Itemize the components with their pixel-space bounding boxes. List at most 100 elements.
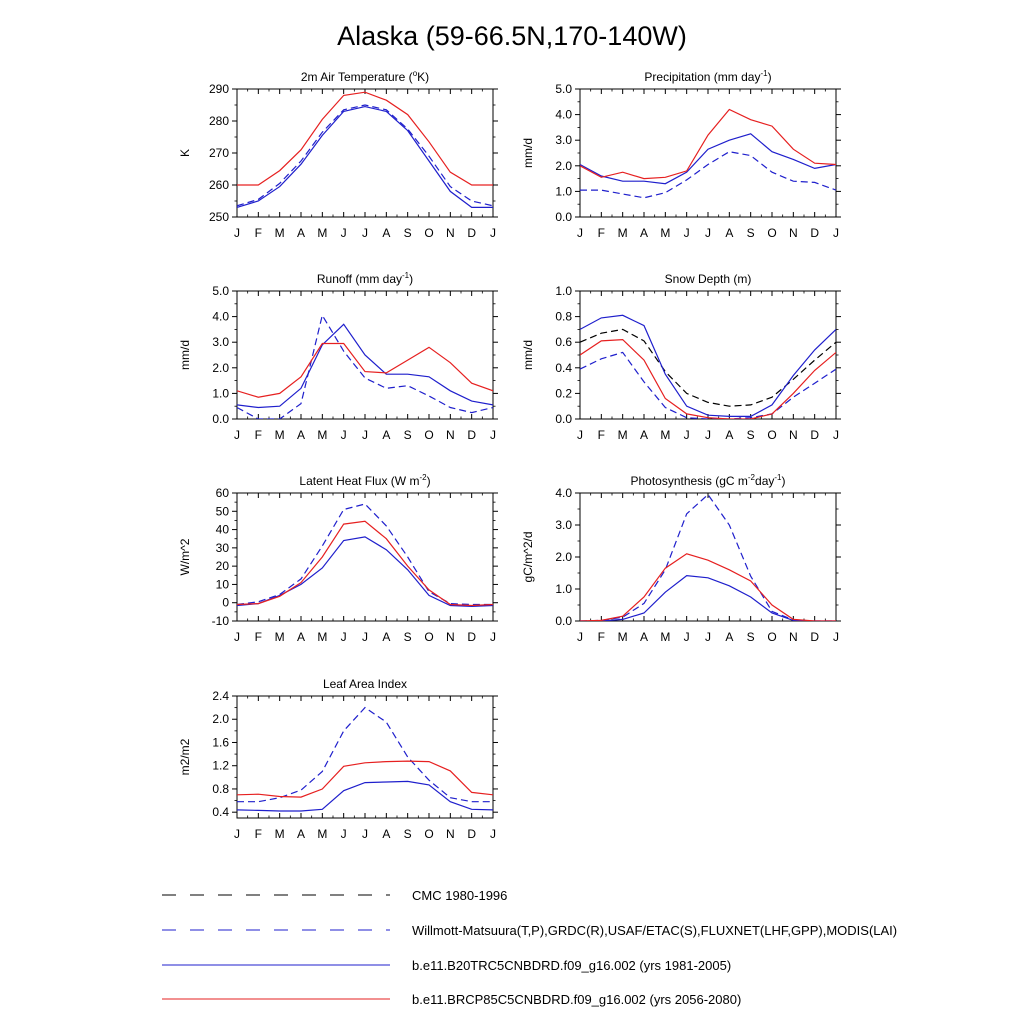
legend-item-brcp: b.e11.BRCP85C5CNBDRD.f09_g16.002 (yrs 20…: [162, 992, 741, 1007]
x-tick-label: J: [362, 630, 368, 644]
panel-title: Snow Depth (m): [665, 272, 752, 286]
y-tick-label: 5.0: [212, 284, 229, 298]
y-tick-label: 2.0: [212, 712, 229, 726]
panel-precipitation: J F M A M J J A S O N D J0.01.02.03.04.05.0Precipita…: [521, 69, 841, 240]
x-tick-label: O: [767, 428, 776, 442]
x-tick-label: J: [490, 428, 496, 442]
y-tick-label: 1.0: [555, 582, 572, 596]
y-tick-label: 1.0: [212, 386, 229, 400]
x-tick-label: A: [297, 827, 305, 841]
panel-photosynthesis: J F M A M J J A S O N D J0.01.02.03.04.0Photosynthes…: [521, 473, 841, 644]
x-tick-label: A: [382, 827, 390, 841]
panel-title: Precipitation (mm day-1): [644, 69, 771, 84]
y-axis-label: W/m^2: [178, 538, 192, 575]
x-tick-label: J: [833, 428, 839, 442]
x-tick-label: A: [297, 630, 305, 644]
series-line-brcp: [580, 338, 836, 419]
series-line-obs: [580, 151, 836, 199]
y-axis-label: mm/d: [521, 138, 535, 168]
x-tick-label: J: [234, 827, 240, 841]
y-tick-label: 4.0: [555, 108, 572, 122]
x-tick-label: F: [255, 630, 262, 644]
series-line-brcp: [580, 108, 836, 180]
plot-frame: [579, 492, 837, 622]
y-tick-label: 0.8: [555, 310, 572, 324]
legend-label: CMC 1980-1996: [412, 888, 507, 903]
y-axis-label: m2/m2: [178, 738, 192, 775]
y-tick-label: 2.0: [212, 361, 229, 375]
x-tick-label: A: [725, 226, 733, 240]
y-tick-label: 0.6: [555, 335, 572, 349]
y-tick-label: 0.4: [212, 805, 229, 819]
y-tick-label: 1.0: [555, 184, 572, 198]
x-tick-label: O: [767, 630, 776, 644]
figure-title: Alaska (59-66.5N,170-140W): [337, 21, 687, 51]
x-tick-label: A: [725, 428, 733, 442]
x-tick-label: J: [341, 226, 347, 240]
x-tick-label: M: [317, 827, 327, 841]
y-tick-label: -10: [212, 614, 230, 628]
panel-title: Latent Heat Flux (W m-2): [299, 473, 430, 488]
series-line-obs: [580, 493, 836, 621]
x-tick-label: F: [255, 827, 262, 841]
y-tick-label: 4.0: [555, 486, 572, 500]
x-tick-label: D: [810, 428, 819, 442]
x-tick-label: J: [684, 428, 690, 442]
x-tick-label: J: [362, 428, 368, 442]
x-tick-label: M: [618, 630, 628, 644]
x-tick-label: F: [598, 226, 605, 240]
plot-frame: [236, 88, 494, 218]
x-tick-label: M: [660, 630, 670, 644]
series-line-obs: [237, 503, 493, 606]
x-tick-label: N: [789, 630, 798, 644]
x-tick-label: M: [660, 226, 670, 240]
x-tick-label: N: [446, 827, 455, 841]
x-tick-label: N: [446, 630, 455, 644]
x-tick-label: A: [640, 428, 648, 442]
y-tick-label: 1.2: [212, 759, 229, 773]
x-tick-label: S: [747, 428, 755, 442]
legend-label: b.e11.BRCP85C5CNBDRD.f09_g16.002 (yrs 20…: [412, 992, 741, 1007]
series-line-brcp: [237, 91, 493, 186]
x-tick-label: N: [789, 428, 798, 442]
plot-frame: [236, 695, 494, 819]
y-tick-label: 40: [216, 523, 230, 537]
x-tick-label: M: [317, 226, 327, 240]
x-tick-label: J: [341, 630, 347, 644]
y-tick-label: 0.4: [555, 361, 572, 375]
x-tick-label: D: [467, 428, 476, 442]
x-tick-label: D: [467, 226, 476, 240]
y-tick-label: 280: [209, 114, 229, 128]
x-tick-label: D: [810, 226, 819, 240]
x-tick-label: O: [424, 630, 433, 644]
x-tick-label: A: [382, 630, 390, 644]
y-tick-label: 3.0: [555, 133, 572, 147]
x-tick-label: A: [725, 630, 733, 644]
x-tick-label: J: [684, 226, 690, 240]
x-tick-label: S: [747, 630, 755, 644]
x-tick-label: J: [362, 827, 368, 841]
x-tick-label: D: [467, 630, 476, 644]
series-line-b20: [237, 105, 493, 208]
x-tick-label: J: [577, 630, 583, 644]
x-tick-label: J: [833, 226, 839, 240]
x-tick-label: A: [382, 226, 390, 240]
y-axis-label: mm/d: [178, 340, 192, 370]
x-tick-label: F: [255, 428, 262, 442]
x-tick-label: A: [297, 428, 305, 442]
x-tick-label: O: [424, 827, 433, 841]
x-tick-label: J: [684, 630, 690, 644]
series-line-obs: [580, 351, 836, 419]
y-tick-label: 0.2: [555, 386, 572, 400]
x-tick-label: F: [598, 630, 605, 644]
series-line-brcp: [237, 760, 493, 798]
y-axis-label: K: [178, 149, 192, 157]
legend-label: b.e11.B20TRC5CNBDRD.f09_g16.002 (yrs 198…: [412, 958, 731, 973]
y-tick-label: 2.4: [212, 689, 229, 703]
plot-frame: [579, 290, 837, 420]
